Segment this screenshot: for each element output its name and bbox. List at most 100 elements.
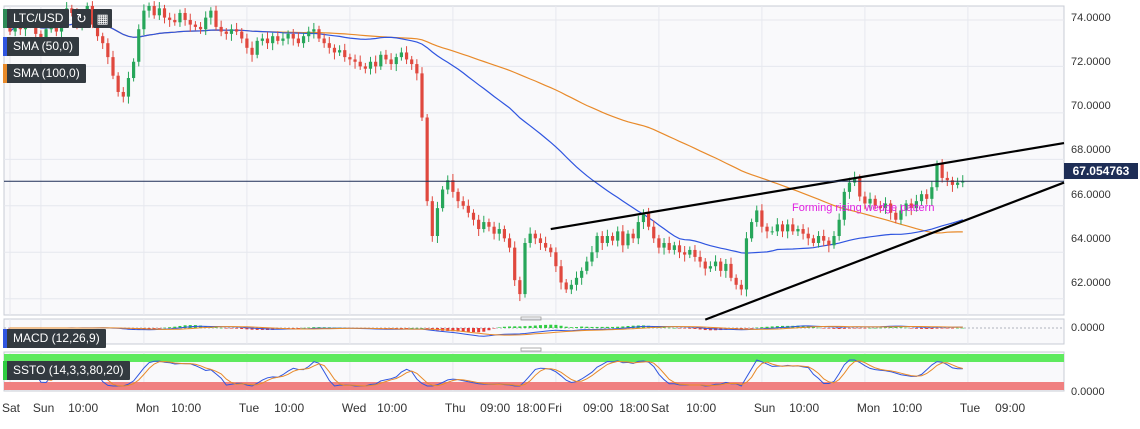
candle-body	[379, 54, 383, 67]
candle-body	[775, 224, 779, 232]
candle-body	[734, 277, 738, 285]
candle-body	[106, 43, 110, 58]
candle-body	[513, 247, 517, 281]
macd-histogram-bar	[744, 328, 748, 329]
candle-body	[322, 38, 326, 44]
candle-body	[312, 29, 316, 32]
candle-body	[147, 6, 151, 11]
candle-body	[765, 226, 769, 232]
candle-body	[435, 208, 440, 237]
ssto-d-line	[9, 360, 963, 387]
symbol-color-bar	[3, 9, 7, 28]
macd-histogram-bar	[508, 326, 512, 328]
macd-histogram-bar	[920, 328, 924, 329]
candle-body	[451, 180, 455, 192]
macd-histogram-bar	[317, 327, 321, 328]
candle-body	[719, 261, 723, 271]
x-tick: Mon	[135, 401, 160, 415]
macd-histogram-bar	[667, 327, 671, 329]
macd-histogram-bar	[456, 328, 460, 332]
candle-body	[760, 210, 764, 227]
candle-body	[816, 236, 821, 243]
calendar-icon[interactable]: ▦	[93, 9, 112, 28]
macd-histogram-bar	[672, 327, 676, 329]
candle-body	[348, 57, 352, 60]
candle-body	[755, 210, 759, 223]
macd-histogram-bar	[425, 328, 429, 329]
candle-body	[157, 8, 161, 16]
candle-body	[847, 182, 852, 192]
refresh-icon[interactable]: ↻	[72, 9, 91, 28]
candle-body	[240, 31, 244, 39]
candle-body	[245, 38, 249, 48]
macd-histogram-bar	[523, 326, 527, 328]
candle-body	[487, 222, 491, 227]
symbol-legend[interactable]: LTC/USD	[3, 9, 70, 28]
candle-body	[353, 59, 357, 62]
candle-body	[677, 245, 682, 253]
macd-histogram-bar	[533, 325, 537, 328]
candle-body	[672, 245, 676, 250]
candle-body	[446, 180, 450, 190]
macd-histogram-bar	[775, 326, 779, 328]
macd-histogram-bar	[842, 328, 846, 329]
macd-histogram-bar	[755, 327, 759, 329]
candle-body	[8, 26, 12, 32]
macd-histogram-bar	[168, 327, 172, 328]
y-tick: 68.0000	[1071, 144, 1111, 156]
candle-body	[590, 252, 594, 262]
candle-body	[883, 203, 888, 209]
candle-body	[317, 29, 321, 39]
macd-histogram-bar	[255, 328, 259, 330]
macd-histogram-bar	[889, 327, 893, 328]
candle-body	[647, 212, 651, 227]
candle-body	[343, 50, 347, 58]
macd-histogram-bar	[538, 325, 542, 328]
x-tick: 09:00	[480, 401, 511, 415]
macd-legend[interactable]: MACD (12,26,9)	[3, 329, 106, 348]
macd-histogram-bar	[858, 328, 862, 329]
ssto-legend[interactable]: SSTO (14,3,3,80,20)	[3, 361, 130, 380]
candle-body	[878, 205, 882, 209]
macd-histogram-bar	[291, 328, 295, 329]
macd-histogram-bar	[605, 326, 609, 328]
candle-body	[415, 64, 419, 74]
macd-histogram-bar	[626, 326, 630, 328]
macd-histogram-bar	[152, 328, 156, 329]
candle-body	[631, 233, 635, 239]
candle-body	[404, 52, 409, 60]
sma50-legend[interactable]: SMA (50,0)	[3, 37, 80, 56]
candle-body	[837, 219, 841, 237]
sma100-legend[interactable]: SMA (100,0)	[3, 64, 86, 83]
candle-body	[667, 242, 671, 250]
macd-histogram-bar	[765, 326, 769, 328]
macd-histogram-bar	[688, 328, 692, 329]
candle-body	[708, 266, 712, 269]
sma50-color-bar	[3, 37, 7, 56]
macd-histogram-bar	[914, 328, 918, 329]
macd-histogram-bar	[822, 328, 826, 329]
candle-body	[925, 194, 929, 199]
candle-body	[90, 6, 94, 25]
ssto-overbought-zone	[4, 354, 1064, 362]
candle-body	[389, 59, 393, 65]
candle-body	[909, 203, 913, 209]
candle-body	[255, 40, 259, 55]
macd-histogram-bar	[183, 325, 187, 328]
candle-body	[569, 284, 573, 290]
macd-histogram-bar	[446, 328, 450, 332]
panel-resize-handle	[520, 316, 542, 321]
macd-histogram-bar	[219, 327, 223, 329]
macd-histogram-bar	[405, 328, 409, 329]
candle-body	[750, 222, 754, 239]
candle-body	[853, 177, 857, 183]
macd-histogram-bar	[837, 328, 841, 330]
candle-body	[533, 233, 537, 239]
macd-histogram-bar	[878, 327, 882, 329]
wedge-upper-line	[550, 141, 1065, 231]
candle-body	[935, 163, 939, 188]
macd-histogram-bar	[173, 326, 177, 328]
candle-body	[441, 189, 445, 209]
macd-histogram-bar	[302, 327, 306, 329]
candle-body	[801, 229, 805, 234]
